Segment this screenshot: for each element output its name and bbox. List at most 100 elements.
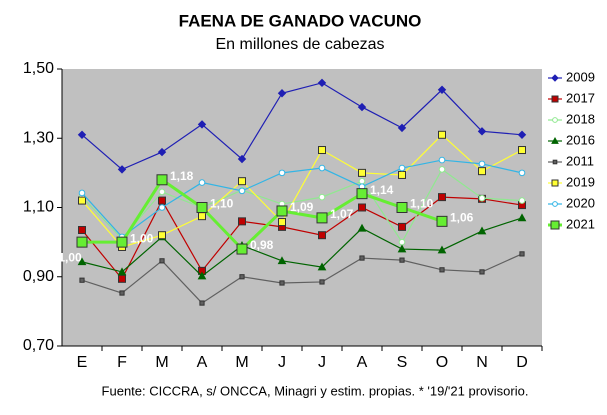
x-tick-label: E [77,354,88,371]
marker [76,236,88,248]
legend-label: 2016 [566,132,595,147]
marker [158,231,166,240]
x-tick-label: M [155,354,168,371]
marker [317,78,327,88]
marker [438,130,446,139]
series [76,174,448,255]
legend-label: 2018 [566,111,595,126]
series-line [81,253,523,304]
marker [437,245,447,254]
data-label: 1,00 [130,231,154,245]
marker [318,146,326,155]
marker [238,187,246,195]
chart-subtitle: En millones de cabezas [216,36,385,53]
plot-area [62,69,542,346]
marker [239,274,245,280]
x-tick-label: M [235,354,248,371]
data-label: 0,98 [250,238,274,252]
series-line [81,159,523,238]
data-label: 1,10 [410,197,434,211]
marker [478,194,486,202]
marker [552,201,558,207]
series-line [81,168,523,244]
marker [279,280,285,286]
series-line [81,133,523,248]
marker [551,179,559,187]
data-label: 1,14 [370,183,394,197]
marker [519,251,525,257]
y-tick-label: 0,90 [23,268,54,285]
y-tick-label: 0,70 [23,337,54,354]
marker [477,226,487,235]
legend-label: 2011 [566,153,594,168]
x-tick-label: F [117,354,127,371]
marker [238,177,246,186]
footnote: Fuente: CICCRA, s/ ONCCA, Minagri y esti… [102,383,529,398]
series-line [81,196,523,280]
x-tick-label: D [516,354,528,371]
marker [78,196,86,205]
marker [478,160,486,168]
marker [197,120,207,129]
marker [399,257,405,263]
marker [438,193,446,202]
marker [518,169,526,177]
x-tick-label: J [318,354,326,371]
marker [236,243,248,255]
marker [317,262,327,271]
legend-label: 2019 [566,174,595,189]
marker [237,154,247,164]
series [78,156,526,241]
marker [550,220,560,230]
marker [477,127,487,136]
marker [358,203,366,212]
marker [78,189,86,197]
marker [318,231,326,240]
data-label: 1,10 [210,197,234,211]
marker [158,196,166,205]
marker [277,256,287,265]
marker [116,236,128,248]
x-tick-label: N [476,354,488,371]
marker [436,215,448,227]
marker [356,188,368,200]
marker [439,267,445,273]
marker [358,177,366,185]
legend-label: 2009 [566,69,595,84]
marker [278,169,286,177]
marker [77,257,87,266]
marker [277,89,287,98]
marker [318,164,326,172]
marker [238,217,246,226]
marker [518,197,526,204]
marker [78,226,86,235]
marker [478,167,486,176]
y-tick-label: 1,50 [23,60,54,77]
marker [518,146,526,155]
marker [438,166,446,173]
x-tick-label: A [197,354,208,371]
marker [552,159,558,165]
marker [551,95,559,103]
marker [397,123,407,133]
marker [438,156,446,164]
marker [398,170,406,179]
marker [196,202,208,213]
series [79,251,525,306]
marker [357,102,367,112]
marker [117,267,127,276]
marker [397,244,407,253]
marker [117,165,127,174]
marker [318,193,326,201]
series-line [81,217,523,277]
marker [77,130,87,139]
marker [359,255,365,261]
legend-label: 2021 [566,216,595,231]
legend-label: 2020 [566,195,595,210]
marker [551,74,559,82]
marker [199,300,205,306]
chart-title: FAENA DE GANADO VACUNO [179,11,422,30]
marker [517,130,527,139]
x-tick-label: S [397,354,408,371]
marker [479,269,485,275]
